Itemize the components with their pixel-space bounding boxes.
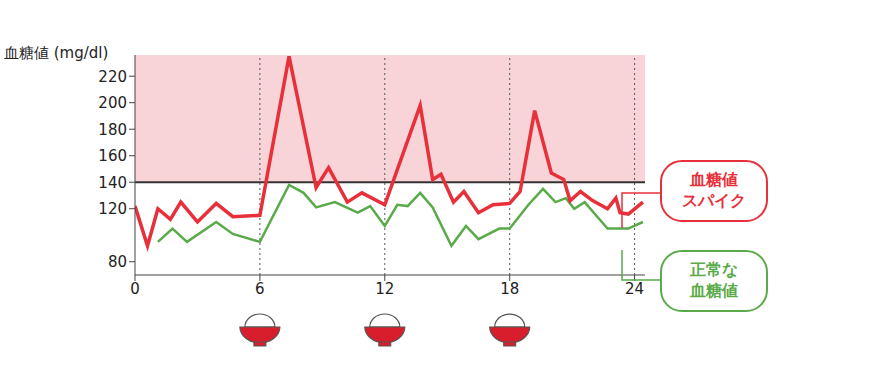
svg-text:220: 220 [98, 68, 127, 86]
svg-text:80: 80 [108, 253, 127, 271]
svg-text:120: 120 [98, 200, 127, 218]
svg-text:200: 200 [98, 94, 127, 112]
svg-text:180: 180 [98, 121, 127, 139]
svg-text:18: 18 [500, 280, 519, 298]
html-text:正常な 血糖値: 正常な 血糖値 [690, 260, 738, 300]
html-text:血糖値 スパイク: 血糖値 スパイク [682, 170, 746, 210]
svg-text:160: 160 [98, 147, 127, 165]
svg-text:0: 0 [130, 280, 140, 298]
html-text:血糖値 (mg/dl): 血糖値 (mg/dl) [4, 44, 109, 62]
svg-text:24: 24 [625, 280, 644, 298]
svg-text:140: 140 [98, 174, 127, 192]
svg-text:6: 6 [255, 280, 265, 298]
svg-text:12: 12 [375, 280, 394, 298]
